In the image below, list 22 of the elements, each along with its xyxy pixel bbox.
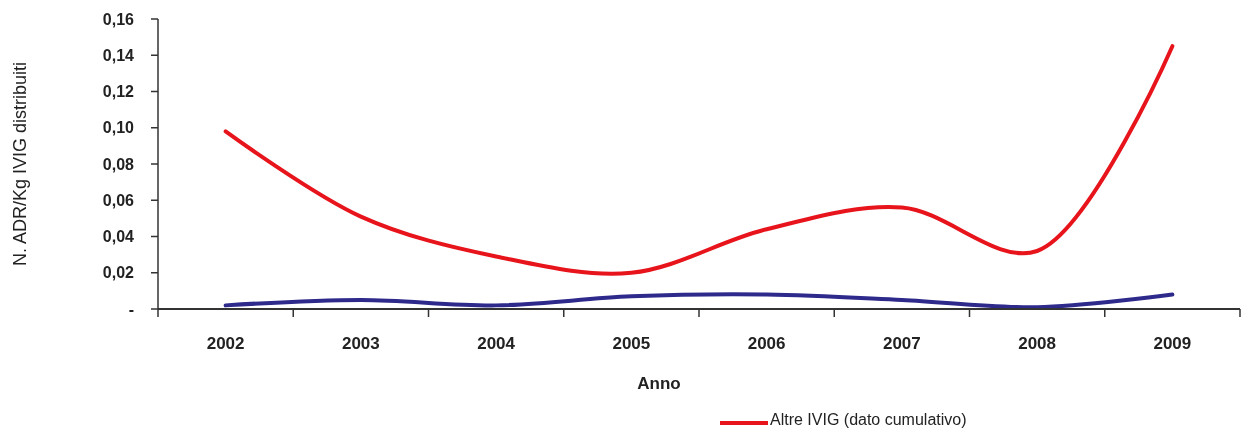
y-tick-label: 0,02 [102,264,135,282]
y-tick-label: 0,14 [102,46,135,64]
y-axis-title: N. ADR/Kg IVIG distribuiti [10,61,30,267]
y-tick-label: - [128,300,134,318]
x-tick-label: 2009 [1153,334,1192,353]
x-tick-label: 2006 [747,334,786,353]
x-tick-label: 2004 [477,334,516,353]
legend-label: Altre IVIG (dato cumulativo) [770,410,967,428]
x-tick-label: 2008 [1018,334,1057,353]
x-axis-title: Anno [637,374,681,393]
y-tick-label: 0,16 [102,10,135,28]
x-tick-label: 2003 [341,334,380,353]
x-tick-label: 2002 [206,334,245,353]
x-tick-label: 2007 [882,334,921,353]
y-tick-label: 0,08 [102,155,135,173]
y-tick-label: 0,10 [102,119,135,137]
y-tick-label: 0,06 [102,191,135,209]
y-tick-label: 0,12 [102,83,135,101]
line-series [223,292,1175,310]
y-tick-label: 0,04 [102,228,135,246]
line-series [223,44,1175,276]
x-tick-label: 2005 [612,334,651,353]
